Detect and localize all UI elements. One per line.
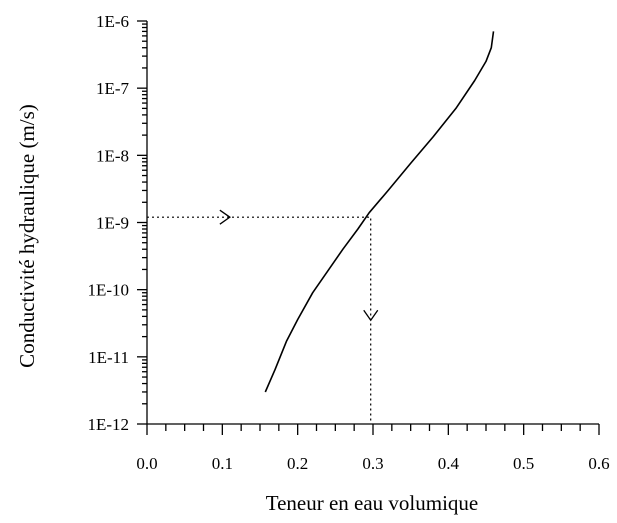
x-tick-label: 0.6 [588, 454, 609, 473]
y-tick-label: 1E-12 [87, 415, 129, 434]
x-tick-label: 0.5 [513, 454, 534, 473]
y-tick-label: 1E-8 [96, 146, 129, 165]
dotted-guide-line [147, 216, 372, 424]
x-tick-label: 0.0 [136, 454, 157, 473]
x-axis-label: Teneur en eau volumique [266, 491, 479, 515]
y-tick-label: 1E-10 [87, 281, 129, 300]
y-tick-label: 1E-9 [96, 214, 129, 233]
x-tick-label: 0.3 [362, 454, 383, 473]
annotations [147, 209, 379, 424]
series-line [264, 31, 495, 393]
arrow-right [219, 209, 232, 225]
y-tick-label: 1E-7 [96, 79, 130, 98]
y-tick-label: 1E-11 [88, 348, 129, 367]
x-tick-label: 0.4 [438, 454, 460, 473]
y-axis-label: Conductivité hydraulique (m/s) [15, 104, 39, 368]
tick-labels: 0.0 0.1 0.2 0.3 0.4 0.5 0.6 1E-12 1E-11 1E-10 1E-9… [87, 12, 609, 473]
y-tick-label: 1E-6 [96, 12, 129, 31]
ticks [137, 20, 600, 435]
arrow-down [363, 309, 379, 322]
x-tick-label: 0.1 [212, 454, 233, 473]
series [264, 31, 495, 393]
axes [146, 21, 599, 425]
x-tick-label: 0.2 [287, 454, 308, 473]
